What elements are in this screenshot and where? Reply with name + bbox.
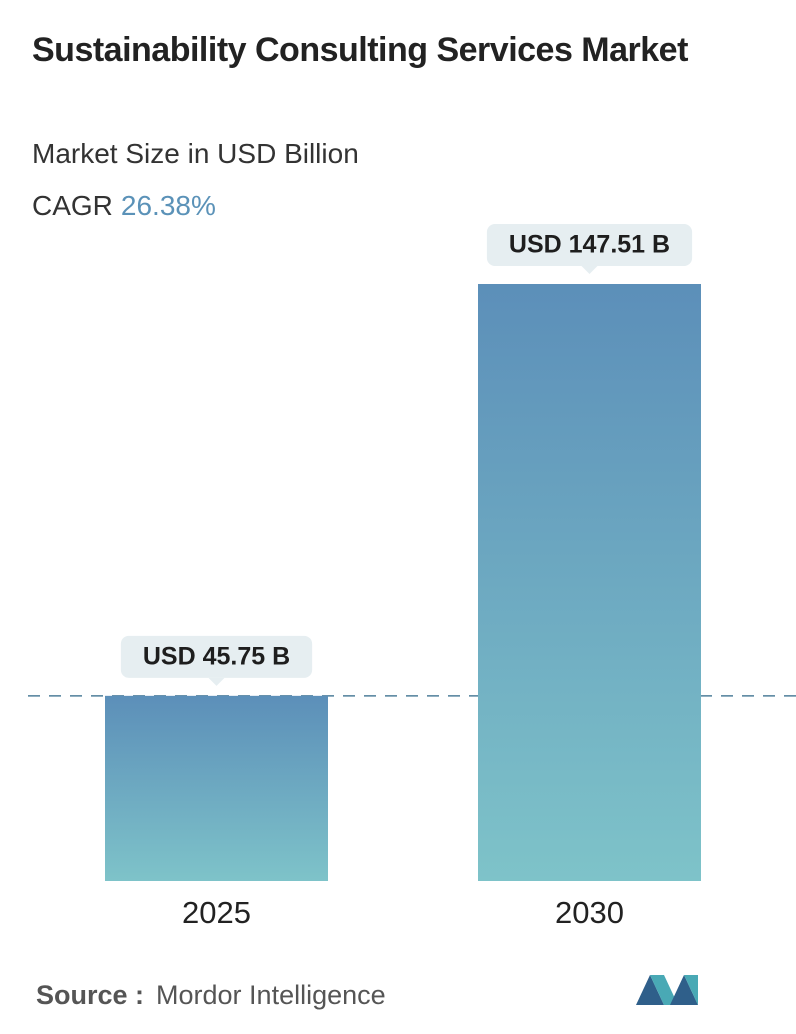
chart-title: Sustainability Consulting Services Marke… bbox=[32, 31, 688, 69]
bar bbox=[105, 695, 328, 881]
value-label-box bbox=[120, 635, 313, 678]
value-label: USD 45.75 B bbox=[143, 642, 290, 670]
value-label: USD 147.51 B bbox=[509, 231, 670, 259]
x-tick-label: 2030 bbox=[555, 895, 624, 930]
source-label: Source : bbox=[36, 980, 145, 1010]
cagr-label: CAGR bbox=[32, 190, 113, 221]
value-label-pointer bbox=[208, 677, 225, 686]
cagr: CAGR 26.38% bbox=[32, 190, 216, 222]
source-name: Mordor Intelligence bbox=[156, 980, 386, 1010]
logo bbox=[636, 975, 698, 1005]
cagr-value: 26.38% bbox=[120, 190, 216, 221]
x-tick-label: 2025 bbox=[182, 895, 251, 930]
bar bbox=[478, 284, 701, 881]
chart-subtitle: Market Size in USD Billion bbox=[32, 138, 359, 169]
source: Source : Mordor Intelligence bbox=[36, 980, 386, 1011]
value-label-box bbox=[486, 224, 693, 266]
value-label-pointer bbox=[581, 266, 598, 274]
